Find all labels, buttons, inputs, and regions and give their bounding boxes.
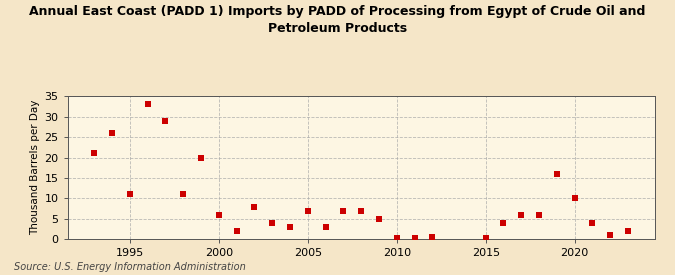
Point [285,225,296,229]
Point [551,172,562,176]
Point [409,236,420,240]
Point [534,213,545,217]
Point [427,235,437,240]
Point [302,208,313,213]
Point [498,221,509,225]
Point [373,217,384,221]
Point [124,192,135,197]
Point [231,229,242,233]
Text: Source: U.S. Energy Information Administration: Source: U.S. Energy Information Administ… [14,262,245,272]
Point [267,221,277,225]
Point [605,233,616,237]
Point [516,213,526,217]
Point [320,225,331,229]
Point [178,192,188,197]
Point [481,236,491,240]
Point [142,102,153,107]
Point [107,131,117,135]
Point [213,213,224,217]
Y-axis label: Thousand Barrels per Day: Thousand Barrels per Day [30,100,40,235]
Text: Annual East Coast (PADD 1) Imports by PADD of Processing from Egypt of Crude Oil: Annual East Coast (PADD 1) Imports by PA… [29,6,646,34]
Point [622,229,633,233]
Point [587,221,598,225]
Point [356,208,367,213]
Point [338,208,349,213]
Point [160,119,171,123]
Point [249,204,260,209]
Point [569,196,580,200]
Point [89,151,100,156]
Point [196,155,207,160]
Point [392,236,402,240]
